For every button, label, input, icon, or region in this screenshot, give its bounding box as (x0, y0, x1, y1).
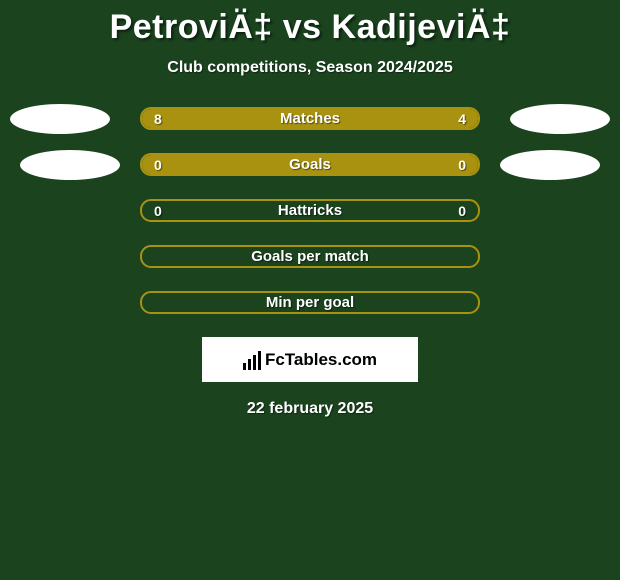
stat-label: Matches (142, 110, 478, 127)
player-right-icon (500, 150, 600, 180)
page-subtitle: Club competitions, Season 2024/2025 (0, 59, 620, 77)
stat-value-right: 4 (458, 111, 466, 127)
date-label: 22 february 2025 (0, 400, 620, 418)
stat-value-right: 0 (458, 157, 466, 173)
page-title: PetroviÄ‡ vs KadijeviÄ‡ (0, 8, 620, 47)
player-left-icon (10, 104, 110, 134)
stat-bar-matches: 8 Matches 4 (140, 107, 480, 130)
stat-row-goals: 0 Goals 0 (0, 153, 620, 176)
header: PetroviÄ‡ vs KadijeviÄ‡ Club competition… (0, 0, 620, 77)
logo-box: FcTables.com (202, 337, 418, 382)
stat-label: Goals (142, 156, 478, 173)
stats-container: 8 Matches 4 0 Goals 0 0 Hattricks 0 Goal… (0, 107, 620, 418)
player-left-icon (20, 150, 120, 180)
stat-value-right: 0 (458, 203, 466, 219)
stat-bar-min-per-goal: Min per goal (140, 291, 480, 314)
player-right-icon (510, 104, 610, 134)
chart-icon (243, 350, 263, 370)
stat-row-hattricks: 0 Hattricks 0 (0, 199, 620, 222)
logo-text: FcTables.com (265, 350, 377, 370)
stat-bar-hattricks: 0 Hattricks 0 (140, 199, 480, 222)
stat-bar-goals: 0 Goals 0 (140, 153, 480, 176)
stat-label: Min per goal (142, 294, 478, 311)
stat-label: Goals per match (142, 248, 478, 265)
stat-row-goals-per-match: Goals per match (0, 245, 620, 268)
stat-row-matches: 8 Matches 4 (0, 107, 620, 130)
stat-row-min-per-goal: Min per goal (0, 291, 620, 314)
stat-label: Hattricks (142, 202, 478, 219)
stat-bar-goals-per-match: Goals per match (140, 245, 480, 268)
